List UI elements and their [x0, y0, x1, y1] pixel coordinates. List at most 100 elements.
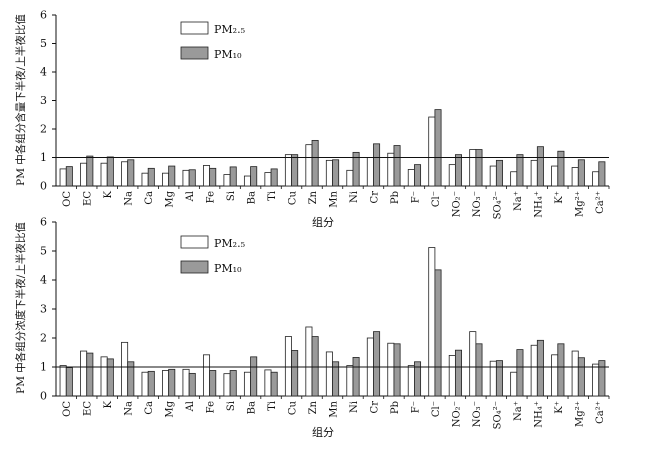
x-tick-label: Ti: [267, 401, 278, 411]
bar-pm10: [106, 156, 114, 187]
x-tick-label: Ti: [267, 191, 278, 201]
x-tick-label: EC: [83, 401, 94, 416]
x-tick-label: Ca: [144, 191, 155, 205]
legend-label-pm10: PM₁₀: [214, 48, 242, 61]
x-tick-label: Mn: [329, 400, 340, 417]
x-tick-label: NO₂⁻: [451, 401, 462, 427]
bar-pm10: [229, 166, 237, 187]
x-tick-label: Fe: [206, 191, 217, 203]
x-tick-label: EC: [83, 191, 94, 206]
x-axis-title: 组分: [312, 215, 334, 229]
x-tick-label: Zn: [308, 400, 319, 414]
bar-pm10: [250, 166, 258, 187]
bar-pm10: [270, 371, 278, 397]
x-tick-label: Si: [226, 401, 237, 411]
bar-pm10: [352, 151, 360, 187]
bar-pm10: [454, 349, 462, 397]
x-tick-label: K: [103, 190, 114, 198]
x-tick-label: Si: [226, 191, 237, 201]
bar-pm10: [598, 360, 606, 397]
bar-pm25: [551, 165, 559, 187]
bar-pm25: [510, 371, 518, 397]
x-tick-label: Ba: [247, 191, 258, 204]
x-tick-label: Mg: [165, 400, 176, 417]
y-tick-label: 6: [40, 9, 47, 22]
x-tick-label: NO₃⁻: [472, 191, 483, 217]
x-tick-label: NO₂⁻: [451, 191, 462, 217]
y-tick-label: 1: [40, 361, 47, 374]
bar-pm25: [551, 354, 559, 397]
bar-pm25: [448, 354, 456, 397]
x-tick-label: Pb: [390, 401, 401, 414]
legend-swatch-pm10: [180, 260, 209, 274]
x-tick-label: Cl⁻: [431, 191, 442, 207]
bar-pm25: [366, 157, 374, 187]
bar-pm25: [141, 371, 149, 397]
bar-pm10: [106, 358, 114, 397]
bar-pm10: [373, 331, 381, 397]
x-tick-label: Ca²⁺: [595, 401, 606, 424]
x-tick-label: Mg: [165, 190, 176, 207]
bar-pm25: [407, 365, 415, 397]
chart-top-content-ratio: 0 1 2 3 4 5 6 OC EC K Na Ca Mg Al Fe Si Ba Ti Cu Zn Mn Ni Cr Pb…: [14, 9, 610, 229]
bar-pm10: [516, 349, 524, 397]
x-tick-label: Ca²⁺: [595, 191, 606, 214]
x-tick-label: Mg²⁺: [574, 401, 585, 427]
legend-label-pm25: PM₂.₅: [214, 23, 245, 36]
chart-bottom-concentration-ratio: 0 1 2 3 4 5 6 OC EC K Na Ca Mg Al Fe Si Ba Ti Cu Zn Mn Ni Cr Pb…: [14, 216, 610, 439]
bar-pm25: [203, 165, 211, 187]
y-tick-label: 0: [40, 180, 47, 193]
x-axis-title: 组分: [312, 425, 334, 439]
bar-pm25: [284, 154, 292, 187]
x-tick-label: Cl⁻: [431, 401, 442, 417]
bar-pm10: [536, 339, 544, 397]
bar-pm10: [168, 368, 176, 397]
bar-pm25: [428, 116, 436, 187]
bar-pm10: [475, 343, 483, 397]
bar-pm10: [270, 168, 278, 187]
bar-pm25: [325, 351, 333, 397]
x-tick-label: Ni: [349, 191, 360, 203]
y-axis-title: PM 中各组分含量下半夜/上半夜比值: [14, 14, 27, 186]
bar-pm10: [188, 169, 196, 187]
x-tick-label: Cr: [369, 191, 380, 204]
x-tick-label: Na⁺: [513, 401, 524, 421]
bar-pm25: [305, 144, 313, 187]
bar-pm25: [80, 350, 88, 397]
bar-pm25: [448, 164, 456, 187]
x-tick-label: Al: [185, 191, 196, 202]
bar-pm25: [80, 162, 88, 187]
y-tick-label: 5: [40, 37, 47, 50]
bar-pm10: [168, 165, 176, 187]
bar-pm10: [147, 167, 155, 187]
bar-pm10: [209, 167, 217, 187]
y-tick-label: 4: [40, 274, 47, 287]
bar-pm25: [428, 247, 436, 397]
legend-label-pm25: PM₂.₅: [214, 237, 245, 250]
x-tick-label: Cr: [369, 401, 380, 414]
bar-pm25: [59, 168, 67, 187]
bar-pm25: [387, 342, 395, 397]
x-tick-label: NO₃⁻: [472, 401, 483, 427]
bar-pm10: [332, 159, 340, 187]
x-tick-label: Cu: [288, 190, 299, 205]
bar-pm25: [264, 172, 272, 187]
bar-pm10: [434, 269, 442, 397]
y-tick-label: 4: [40, 66, 47, 79]
x-tick-label: Zn: [308, 190, 319, 204]
bar-pm10: [536, 146, 544, 187]
x-tick-label: NH₄⁺: [533, 191, 544, 218]
x-tick-label: K⁺: [554, 401, 565, 414]
x-tick-label: Al: [185, 401, 196, 412]
bar-pm25: [305, 326, 313, 397]
bar-pm10: [127, 361, 135, 397]
bar-pm25: [223, 174, 231, 187]
bar-pm25: [59, 365, 67, 397]
bar-pm25: [243, 371, 251, 397]
bar-pm25: [162, 172, 170, 187]
bar-pm25: [346, 169, 354, 187]
bar-pm10: [250, 356, 258, 397]
bar-pm10: [65, 166, 73, 187]
bar-pm25: [469, 149, 477, 187]
x-tick-label: SO₄²⁻: [492, 401, 503, 429]
